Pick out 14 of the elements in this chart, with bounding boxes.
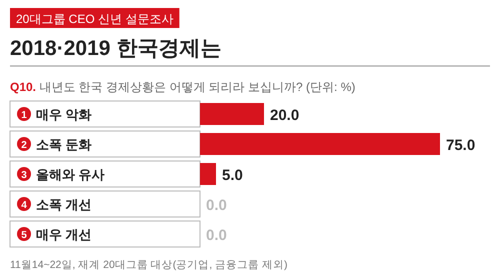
chart-title: 2018·2019 한국경제는 (10, 37, 222, 60)
data-label: 0.0 (206, 197, 227, 214)
data-label: 20.0 (270, 107, 300, 124)
chart-subtitle: Q10. 내년도 한국 경제상황은 어떻게 되리라 보십니까? (단위: %) (10, 80, 356, 94)
data-label: 75.0 (446, 137, 476, 154)
data-label: 5.0 (222, 167, 243, 184)
text: 20대그룹 CEO 신년 설문조사 (16, 12, 174, 26)
y-tick-label: 4 소폭 개선 (21, 197, 92, 212)
y-tick-label: 1 매우 악화 (21, 107, 92, 122)
y-tick-label: 2 소폭 둔화 (21, 137, 92, 152)
text: 11월14~22일, 재계 20대그룹 대상(공기업, 금융그룹 제외) (10, 259, 288, 271)
y-tick-label: 3 올해와 유사 (21, 167, 105, 182)
y-tick-label: 5 매우 개선 (21, 227, 92, 242)
data-label: 0.0 (206, 227, 227, 244)
